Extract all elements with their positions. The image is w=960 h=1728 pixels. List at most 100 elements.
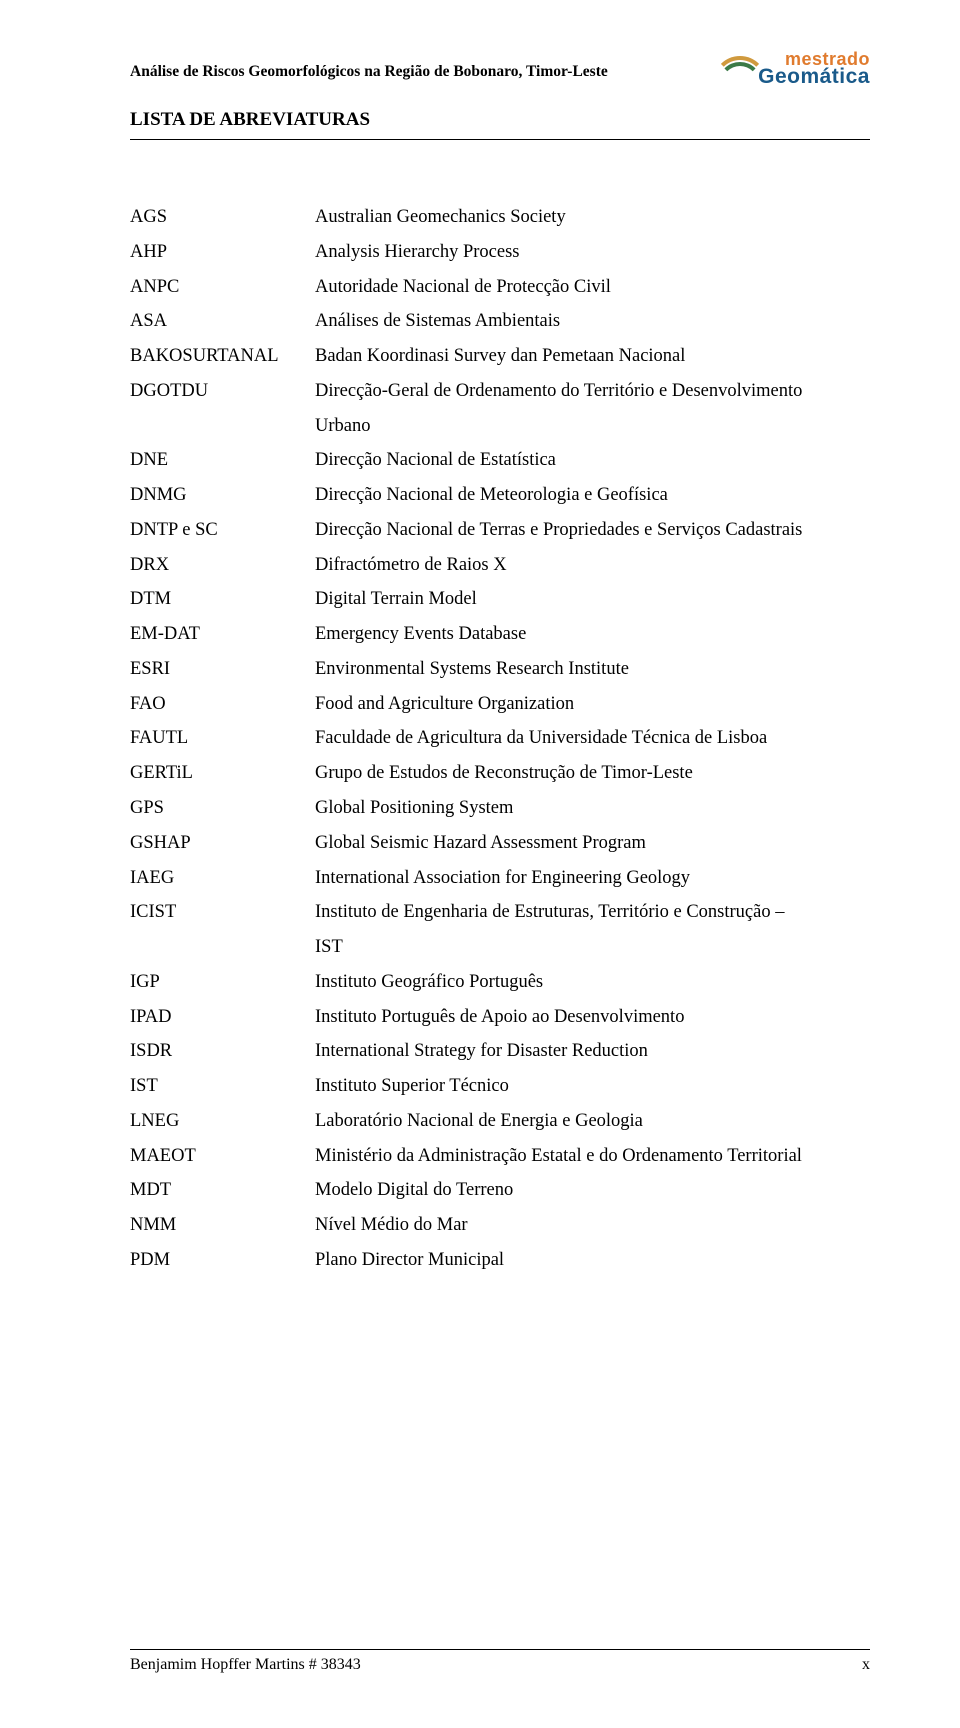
abbrev-row: DGOTDUDirecção-Geral de Ordenamento do T… xyxy=(130,374,870,409)
abbrev-key: ANPC xyxy=(130,270,315,305)
abbrev-value: Instituto Geográfico Português xyxy=(315,965,870,1000)
abbrev-key: ESRI xyxy=(130,652,315,687)
abbrev-key: LNEG xyxy=(130,1104,315,1139)
abbrev-key: IPAD xyxy=(130,1000,315,1035)
abbrev-row: AHPAnalysis Hierarchy Process xyxy=(130,235,870,270)
abbrev-row: DRXDifractómetro de Raios X xyxy=(130,548,870,583)
abbrev-row: ISTInstituto Superior Técnico xyxy=(130,1069,870,1104)
abbrev-key: IAEG xyxy=(130,861,315,896)
abbrev-row: ESRIEnvironmental Systems Research Insti… xyxy=(130,652,870,687)
abbrev-value: Emergency Events Database xyxy=(315,617,870,652)
abbrev-key: EM-DAT xyxy=(130,617,315,652)
abbrev-value: Direcção Nacional de Terras e Propriedad… xyxy=(315,513,870,548)
abbrev-value-cont: IST xyxy=(130,930,343,965)
abbrev-value: Global Seismic Hazard Assessment Program xyxy=(315,826,870,861)
abbrev-row: DTMDigital Terrain Model xyxy=(130,582,870,617)
page-footer: Benjamim Hopffer Martins # 38343 x xyxy=(130,1649,870,1674)
abbrev-value: Plano Director Municipal xyxy=(315,1243,870,1278)
page-header: Análise de Riscos Geomorfológicos na Reg… xyxy=(130,50,870,87)
abbrev-key: NMM xyxy=(130,1208,315,1243)
abbrev-value: International Strategy for Disaster Redu… xyxy=(315,1034,870,1069)
abbrev-value: Global Positioning System xyxy=(315,791,870,826)
abbrev-key: AHP xyxy=(130,235,315,270)
logo-bottom-row: Geomática xyxy=(718,66,870,87)
abbrev-key: MAEOT xyxy=(130,1139,315,1174)
abbrev-key: DNMG xyxy=(130,478,315,513)
abbrev-row: LNEGLaboratório Nacional de Energia e Ge… xyxy=(130,1104,870,1139)
abbrev-value: Food and Agriculture Organization xyxy=(315,687,870,722)
abbrev-row: MDTModelo Digital do Terreno xyxy=(130,1173,870,1208)
abbrev-row: AGSAustralian Geomechanics Society xyxy=(130,200,870,235)
abbrev-value: Badan Koordinasi Survey dan Pemetaan Nac… xyxy=(315,339,870,374)
abbrev-key: IST xyxy=(130,1069,315,1104)
abbrev-value: Difractómetro de Raios X xyxy=(315,548,870,583)
abbrev-value: International Association for Engineerin… xyxy=(315,861,870,896)
abbrev-key: AGS xyxy=(130,200,315,235)
abbrev-row: DNMGDirecção Nacional de Meteorologia e … xyxy=(130,478,870,513)
abbrev-value: Direcção Nacional de Estatística xyxy=(315,443,870,478)
logo: mestrado Geomática xyxy=(718,50,870,87)
abbrev-row: IGPInstituto Geográfico Português xyxy=(130,965,870,1000)
abbrev-key: GPS xyxy=(130,791,315,826)
abbrev-row: NMMNível Médio do Mar xyxy=(130,1208,870,1243)
abbrev-value: Modelo Digital do Terreno xyxy=(315,1173,870,1208)
abbrev-key: ICIST xyxy=(130,895,315,930)
abbrev-key: ASA xyxy=(130,304,315,339)
logo-text-bottom: Geomática xyxy=(758,66,870,87)
abbrev-key: DNTP e SC xyxy=(130,513,315,548)
abbrev-row: BAKOSURTANALBadan Koordinasi Survey dan … xyxy=(130,339,870,374)
abbrev-key: DRX xyxy=(130,548,315,583)
section-title: LISTA DE ABREVIATURAS xyxy=(130,109,870,140)
abbrev-key: DGOTDU xyxy=(130,374,315,409)
abbrev-key: PDM xyxy=(130,1243,315,1278)
abbrev-value: Grupo de Estudos de Reconstrução de Timo… xyxy=(315,756,870,791)
abbrev-value: Autoridade Nacional de Protecção Civil xyxy=(315,270,870,305)
abbrev-key: ISDR xyxy=(130,1034,315,1069)
abbrev-value: Nível Médio do Mar xyxy=(315,1208,870,1243)
abbrev-row: FAUTLFaculdade de Agricultura da Univers… xyxy=(130,721,870,756)
abbrev-value: Análises de Sistemas Ambientais xyxy=(315,304,870,339)
abbrev-key: DTM xyxy=(130,582,315,617)
abbrev-value: Faculdade de Agricultura da Universidade… xyxy=(315,721,870,756)
abbrev-row: PDMPlano Director Municipal xyxy=(130,1243,870,1278)
abbrev-row: GSHAPGlobal Seismic Hazard Assessment Pr… xyxy=(130,826,870,861)
abbrev-key: IGP xyxy=(130,965,315,1000)
abbrev-key: MDT xyxy=(130,1173,315,1208)
running-title: Análise de Riscos Geomorfológicos na Reg… xyxy=(130,63,608,87)
abbrev-key: GERTiL xyxy=(130,756,315,791)
abbrev-row: DNTP e SCDirecção Nacional de Terras e P… xyxy=(130,513,870,548)
abbrev-value: Ministério da Administração Estatal e do… xyxy=(315,1139,870,1174)
logo-arc-icon xyxy=(718,70,754,84)
abbrev-row: GERTiLGrupo de Estudos de Reconstrução d… xyxy=(130,756,870,791)
abbrev-value: Direcção Nacional de Meteorologia e Geof… xyxy=(315,478,870,513)
abbrev-row: ASAAnálises de Sistemas Ambientais xyxy=(130,304,870,339)
abbrev-row: EM-DATEmergency Events Database xyxy=(130,617,870,652)
footer-page-number: x xyxy=(862,1656,870,1674)
abbrev-value: Australian Geomechanics Society xyxy=(315,200,870,235)
abbrev-key: BAKOSURTANAL xyxy=(130,339,315,374)
abbrev-row-continuation: IST xyxy=(130,930,870,965)
abbrev-row-continuation: Urbano xyxy=(130,409,870,444)
abbrev-value: Analysis Hierarchy Process xyxy=(315,235,870,270)
abbrev-row: FAOFood and Agriculture Organization xyxy=(130,687,870,722)
abbrev-row: IPADInstituto Português de Apoio ao Dese… xyxy=(130,1000,870,1035)
abbrev-value-cont: Urbano xyxy=(130,409,370,444)
abbrev-key: DNE xyxy=(130,443,315,478)
footer-author: Benjamim Hopffer Martins # 38343 xyxy=(130,1656,361,1674)
abbrev-key: FAUTL xyxy=(130,721,315,756)
abbrev-value: Instituto Superior Técnico xyxy=(315,1069,870,1104)
abbrev-value: Instituto de Engenharia de Estruturas, T… xyxy=(315,895,870,930)
abbrev-key: FAO xyxy=(130,687,315,722)
abbrev-value: Laboratório Nacional de Energia e Geolog… xyxy=(315,1104,870,1139)
abbrev-row: IAEGInternational Association for Engine… xyxy=(130,861,870,896)
abbrev-row: ISDRInternational Strategy for Disaster … xyxy=(130,1034,870,1069)
abbrev-key: GSHAP xyxy=(130,826,315,861)
abbrev-row: ICISTInstituto de Engenharia de Estrutur… xyxy=(130,895,870,930)
abbrev-value: Environmental Systems Research Institute xyxy=(315,652,870,687)
abbrev-row: MAEOTMinistério da Administração Estatal… xyxy=(130,1139,870,1174)
abbrev-row: DNEDirecção Nacional de Estatística xyxy=(130,443,870,478)
abbrev-row: ANPCAutoridade Nacional de Protecção Civ… xyxy=(130,270,870,305)
abbrev-value: Direcção-Geral de Ordenamento do Territó… xyxy=(315,374,870,409)
abbreviations-list: AGSAustralian Geomechanics SocietyAHPAna… xyxy=(130,200,870,1278)
abbrev-value: Instituto Português de Apoio ao Desenvol… xyxy=(315,1000,870,1035)
